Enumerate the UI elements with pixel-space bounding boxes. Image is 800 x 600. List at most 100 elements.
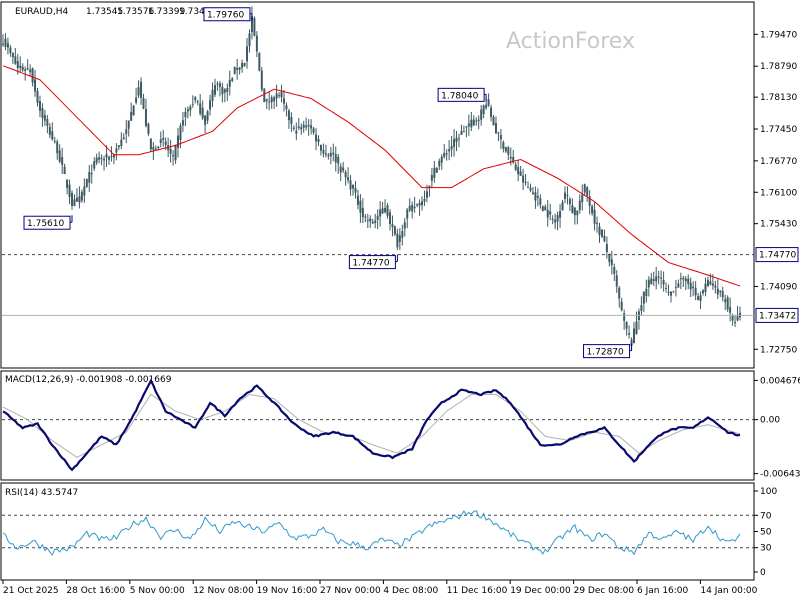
- candle-body: [152, 147, 155, 150]
- candle-body: [174, 145, 177, 161]
- candle-body: [199, 103, 202, 114]
- candle-body: [236, 67, 239, 70]
- candle-body: [566, 194, 569, 196]
- candle-body: [682, 277, 685, 280]
- candle-body: [243, 63, 246, 66]
- candle-body: [6, 43, 9, 48]
- macd-tick-label: 0.004676: [760, 376, 800, 386]
- price-series: [2, 6, 741, 351]
- x-axis-label: 21 Oct 2025: [3, 586, 59, 596]
- candle-body: [233, 67, 236, 74]
- candle-body: [699, 295, 702, 301]
- candle-body: [413, 206, 416, 209]
- candle-body: [529, 187, 532, 191]
- candle-body: [278, 95, 281, 97]
- candle-body: [88, 172, 91, 183]
- candle-body: [721, 291, 724, 298]
- rsi-tick-label: 100: [760, 487, 777, 497]
- candle-body: [218, 83, 221, 88]
- candle-body: [159, 139, 162, 143]
- candle-body: [117, 145, 120, 148]
- candle-body: [310, 125, 313, 129]
- candle-body: [544, 206, 547, 211]
- candle-body: [689, 282, 692, 290]
- x-axis-label: 6 Jan 16:00: [637, 586, 689, 596]
- header-close: 1.73472: [179, 7, 216, 17]
- candle-body: [29, 69, 32, 73]
- candle-body: [398, 235, 401, 242]
- candle-body: [319, 144, 322, 151]
- candle-body: [186, 109, 189, 112]
- candle-body: [702, 290, 705, 294]
- current-price-label: 1.73472: [759, 311, 796, 321]
- candle-body: [554, 219, 557, 223]
- candle-body: [386, 205, 389, 216]
- candle-body: [300, 127, 303, 130]
- candle-body: [120, 139, 123, 146]
- candle-body: [137, 87, 140, 96]
- candle-body: [512, 156, 515, 163]
- annotation-label: 1.75610: [27, 219, 64, 229]
- candle-body: [93, 161, 96, 169]
- candle-body: [704, 283, 707, 292]
- candle-body: [536, 196, 539, 198]
- candle-body: [58, 150, 61, 162]
- candle-body: [364, 216, 367, 218]
- candle-body: [206, 111, 209, 121]
- candle-body: [485, 104, 488, 108]
- candle-body: [112, 155, 115, 158]
- candle-body: [169, 148, 172, 154]
- candle-body: [697, 296, 700, 301]
- candle-body: [379, 209, 382, 217]
- price-tick-label: 1.74090: [760, 282, 797, 292]
- candle-body: [305, 125, 308, 128]
- candle-body: [458, 138, 461, 140]
- candle-body: [460, 131, 463, 135]
- candle-body: [369, 218, 372, 222]
- candle-body: [34, 79, 37, 92]
- candle-body: [711, 283, 714, 286]
- candle-body: [147, 123, 150, 134]
- candle-body: [352, 184, 355, 189]
- candle-body: [250, 16, 253, 33]
- candle-body: [396, 233, 399, 248]
- candle-body: [598, 226, 601, 235]
- candle-body: [556, 215, 559, 222]
- candle-body: [332, 152, 335, 155]
- candle-body: [470, 119, 473, 128]
- candle-body: [105, 154, 108, 158]
- candle-body: [522, 175, 525, 183]
- rsi-tick-label: 0: [760, 568, 766, 578]
- candle-body: [265, 99, 268, 102]
- candle-body: [408, 205, 411, 211]
- price-tick-label: 1.72750: [760, 345, 797, 355]
- candle-body: [347, 177, 350, 181]
- annotation-label: 1.78040: [441, 91, 478, 101]
- candle-body: [608, 254, 611, 262]
- candle-body: [315, 134, 318, 142]
- candle-body: [63, 166, 66, 174]
- candle-body: [339, 166, 342, 173]
- candle-body: [90, 173, 93, 175]
- candle-body: [354, 187, 357, 193]
- candle-body: [157, 146, 160, 149]
- candle-body: [576, 210, 579, 216]
- candle-body: [329, 152, 332, 157]
- candle-body: [9, 47, 12, 53]
- level-label-box: [755, 247, 799, 263]
- candle-body: [388, 212, 391, 225]
- candle-body: [662, 279, 665, 285]
- macd-tick-label: 0.00: [760, 416, 780, 426]
- candle-body: [41, 107, 44, 118]
- candle-body: [559, 211, 562, 218]
- candle-body: [667, 292, 670, 294]
- candle-body: [374, 220, 377, 224]
- candle-body: [177, 135, 180, 148]
- candle-body: [490, 107, 493, 117]
- candle-body: [154, 148, 157, 150]
- candle-body: [660, 277, 663, 279]
- candle-body: [633, 328, 636, 344]
- x-axis-label: 14 Jan 00:00: [700, 586, 757, 596]
- x-axis-label: 28 Oct 16:00: [66, 586, 125, 596]
- candle-body: [445, 153, 448, 155]
